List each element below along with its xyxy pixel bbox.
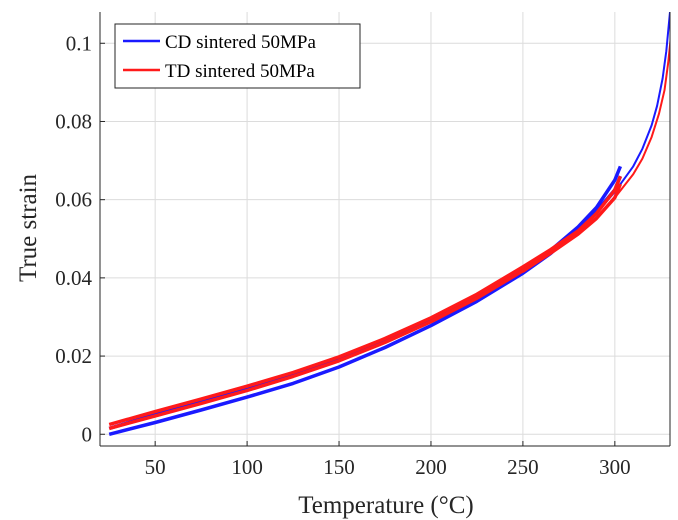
x-tick-label: 200 — [415, 455, 447, 479]
legend-entry-cd: CD sintered 50MPa — [165, 32, 317, 53]
y-axis: 0 0.02 0.04 0.06 0.08 0.1 — [55, 31, 105, 446]
x-tick-label: 250 — [507, 455, 539, 479]
y-tick-label: 0 — [82, 422, 93, 446]
x-tick-label: 100 — [231, 455, 263, 479]
plot-area — [108, 12, 670, 436]
axes-frame — [99, 12, 671, 447]
y-axis-label: True strain — [15, 173, 42, 282]
series-line-lower — [108, 175, 623, 436]
x-axis: 50 100 150 200 250 300 — [145, 441, 631, 479]
series-line-upper — [108, 175, 623, 427]
series-line-heating — [522, 12, 670, 272]
series-line-heating — [522, 35, 670, 273]
y-tick-label: 0.02 — [55, 344, 92, 368]
y-tick-label: 0.1 — [66, 31, 92, 55]
legend-box — [114, 23, 361, 89]
x-tick-label: 50 — [145, 455, 166, 479]
x-axis-label: Temperature (°C) — [298, 492, 474, 519]
x-tick-label: 300 — [599, 455, 631, 479]
x-tick-label: 150 — [323, 455, 355, 479]
legend: CD sintered 50MPa TD sintered 50MPa — [114, 23, 361, 89]
legend-entry-td: TD sintered 50MPa — [165, 61, 315, 82]
y-tick-label: 0.08 — [55, 109, 92, 133]
series-line-lower — [108, 183, 623, 431]
series-line-upper — [108, 165, 623, 431]
y-tick-label: 0.04 — [55, 266, 92, 290]
y-tick-label: 0.06 — [55, 188, 92, 212]
series-td — [108, 35, 670, 431]
